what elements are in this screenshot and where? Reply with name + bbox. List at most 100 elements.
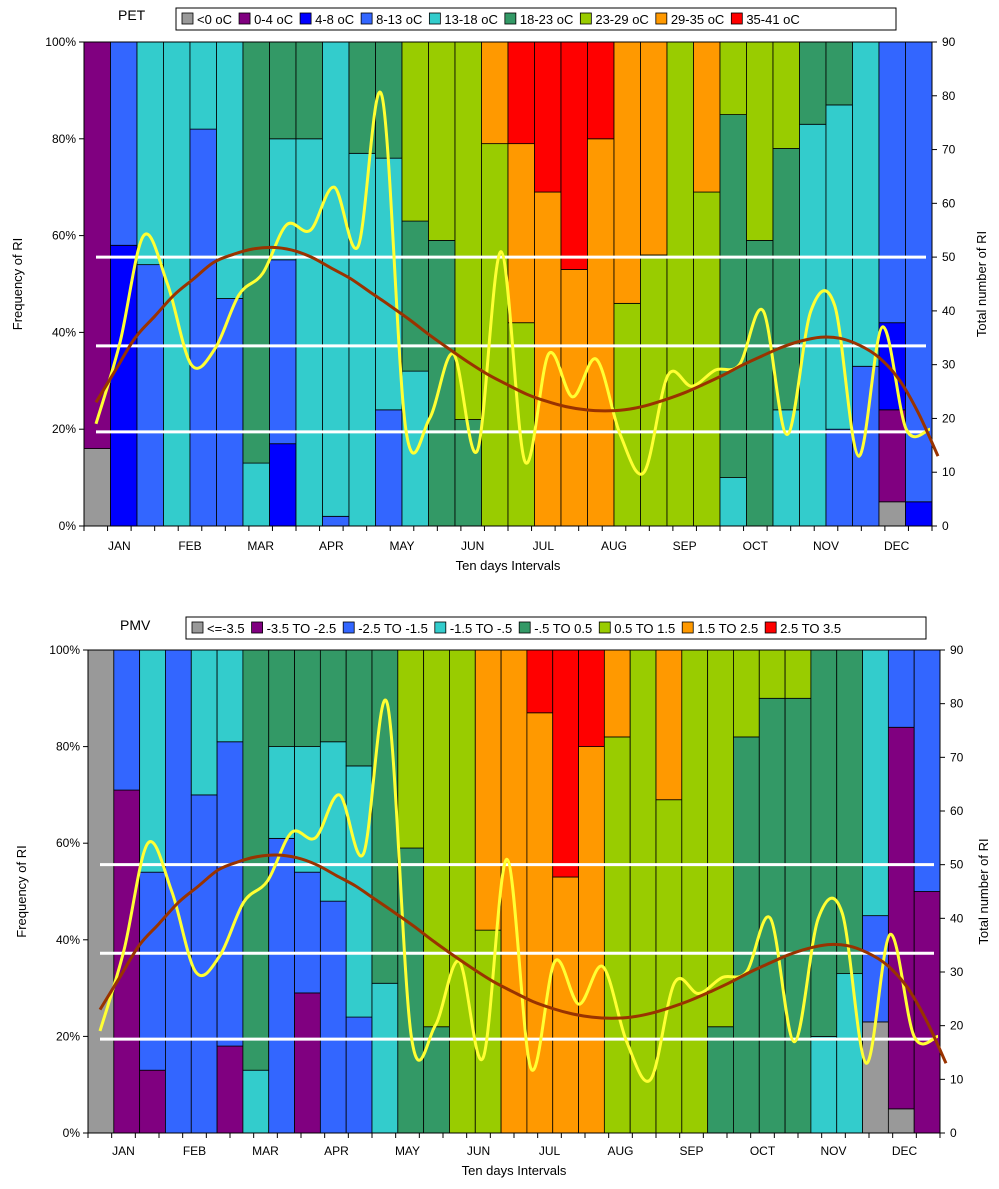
pmv-bar-22-seg-5 <box>655 799 683 1134</box>
pet-legend-label-0: <0 oC <box>197 12 232 27</box>
pmv-legend-swatch-7 <box>764 621 777 634</box>
pet-month-label-oct: OCT <box>743 539 769 553</box>
pmv-month-label-feb: FEB <box>183 1144 206 1158</box>
pmv-bar-9-seg-4 <box>319 649 347 743</box>
pet-ytick-label-3: 60% <box>52 229 76 243</box>
pmv-ytick-label-3: 60% <box>56 836 80 850</box>
pet-bar-17-seg-8 <box>534 41 562 193</box>
pmv-bar-2-seg-3 <box>139 649 166 873</box>
pet-trend-line <box>94 245 940 457</box>
pet-bar-23-seg-6 <box>693 191 721 527</box>
pmv-y2tick-label-9: 90 <box>950 643 964 657</box>
pmv-ytick-label-0: 0% <box>63 1126 81 1140</box>
pmv-y2tick-label-1: 10 <box>950 1072 964 1086</box>
pet-bar-31-seg-2 <box>905 501 933 527</box>
pet-legend-box <box>175 7 897 31</box>
pet-month-label-sep: SEP <box>673 539 697 553</box>
pet-bar-16-seg-7 <box>507 143 535 324</box>
pet-x-axis-title: Ten days Intervals <box>456 558 561 573</box>
pmv-chart: 0% 20% 40% 60% 80% 100% 0 10 20 30 40 50 60 70 80 90 JAN… <box>14 616 991 1178</box>
pmv-bar-12-seg-5 <box>397 649 425 849</box>
pet-bar-12-seg-6 <box>401 41 429 222</box>
pet-bar-28-seg-4 <box>825 104 853 430</box>
pmv-bar-26-seg-4 <box>758 697 786 1134</box>
pmv-y2tick-label-8: 80 <box>950 697 964 711</box>
pmv-y2tick-label-0: 0 <box>950 1126 957 1140</box>
pet-month-label-mar: MAR <box>247 539 274 553</box>
pet-month-label-jan: JAN <box>108 539 131 553</box>
pmv-bar-7-seg-3 <box>268 746 295 839</box>
pet-legend-label-5: 18-23 oC <box>520 12 573 27</box>
pet-y2tick-label-2: 20 <box>942 411 956 425</box>
pmv-chart-title: PMV <box>120 617 151 633</box>
pmv-bar-3-seg-2 <box>165 649 192 1134</box>
pmv-x-axis-title: Ten days Intervals <box>462 1163 567 1178</box>
pet-bar-23-seg-7 <box>693 41 721 193</box>
pmv-bar-28-seg-4 <box>810 649 838 1037</box>
pet-bar-11-seg-4 <box>375 157 403 411</box>
pet-bar-7-seg-4 <box>269 138 297 261</box>
pet-bar-22-seg-6 <box>666 41 694 527</box>
pmv-bar-2-seg-1 <box>139 1069 166 1134</box>
pmv-bar-29-seg-4 <box>836 649 863 975</box>
pet-bar-6-seg-5 <box>242 41 270 464</box>
pet-bar-24-seg-5 <box>719 114 747 478</box>
pmv-y2tick-label-6: 60 <box>950 804 964 818</box>
pet-y2tick-label-7: 70 <box>942 143 956 157</box>
pmv-month-label-jan: JAN <box>112 1144 135 1158</box>
pmv-bar-14-seg-5 <box>449 649 476 1134</box>
pet-bar-14-seg-5 <box>454 419 482 527</box>
pet-bar-0-seg-0 <box>83 448 111 527</box>
pet-bar-7-seg-5 <box>269 41 297 140</box>
pet-legend-swatch-8 <box>730 12 743 25</box>
pmv-legend-label-3: -1.5 TO -.5 <box>450 621 512 636</box>
pmv-bar-27-seg-4 <box>784 697 812 1134</box>
pet-month-label-jul: JUL <box>533 539 555 553</box>
pet-bar-29-seg-4 <box>852 41 880 367</box>
pmv-bar-0-seg-0 <box>87 649 115 1134</box>
pet-bar-0-seg-1 <box>83 41 111 449</box>
pmv-y2tick-label-7: 70 <box>950 750 964 764</box>
pmv-y-axis-title: Frequency of RI <box>14 845 29 938</box>
pmv-bar-11-seg-3 <box>371 982 399 1134</box>
pet-bar-15-seg-6 <box>481 143 509 527</box>
pet-bar-12-seg-5 <box>401 220 429 372</box>
pmv-legend-swatch-5 <box>598 621 611 634</box>
pet-bar-9-seg-4 <box>322 41 350 517</box>
pmv-legend-label-7: 2.5 TO 3.5 <box>780 621 841 636</box>
pmv-bar-4-seg-3 <box>190 649 218 796</box>
pet-bar-24-seg-4 <box>719 477 747 527</box>
pet-legend-label-6: 23-29 oC <box>595 12 648 27</box>
pet-y2tick-label-6: 60 <box>942 196 956 210</box>
pmv-legend-swatch-0 <box>191 621 204 634</box>
pet-bar-19-seg-7 <box>587 138 615 527</box>
pmv-y2-axis-title: Total number of RI <box>976 838 991 944</box>
pet-ytick-label-0: 0% <box>59 519 77 533</box>
pmv-bar-15-seg-6 <box>474 649 502 931</box>
pmv-bar-10-seg-3 <box>345 765 373 1018</box>
pmv-bar-29-seg-3 <box>836 973 863 1134</box>
pmv-bar-30-seg-3 <box>862 649 889 917</box>
pmv-bar-22-seg-6 <box>655 649 683 801</box>
pet-y2-axis-title: Total number of RI <box>974 231 989 337</box>
pet-bar-13-seg-6 <box>428 41 456 241</box>
pmv-legend-box <box>185 616 927 640</box>
pmv-month-label-jun: JUN <box>467 1144 490 1158</box>
pet-bar-29-seg-3 <box>852 365 880 527</box>
pet-bar-8-seg-4 <box>295 138 323 527</box>
pmv-bar-31-seg-2 <box>887 649 915 728</box>
pmv-bar-30-seg-2 <box>862 915 889 1023</box>
pet-bar-12-seg-4 <box>401 370 429 527</box>
pet-bar-21-seg-7 <box>640 41 668 256</box>
pmv-bar-17-seg-7 <box>526 649 554 714</box>
pet-bar-30-seg-0 <box>878 501 906 527</box>
pet-bar-6-seg-4 <box>242 462 270 527</box>
pmv-y2tick-label-2: 20 <box>950 1019 964 1033</box>
pet-bar-9-seg-3 <box>322 515 350 527</box>
pet-bar-26-seg-4 <box>772 409 800 527</box>
pmv-bar-5-seg-1 <box>216 1045 244 1134</box>
pet-bar-1-seg-2 <box>110 244 138 527</box>
pet-legend-label-1: 0-4 oC <box>254 12 293 27</box>
pmv-bar-18-seg-7 <box>552 649 579 878</box>
pet-month-label-apr: APR <box>319 539 344 553</box>
